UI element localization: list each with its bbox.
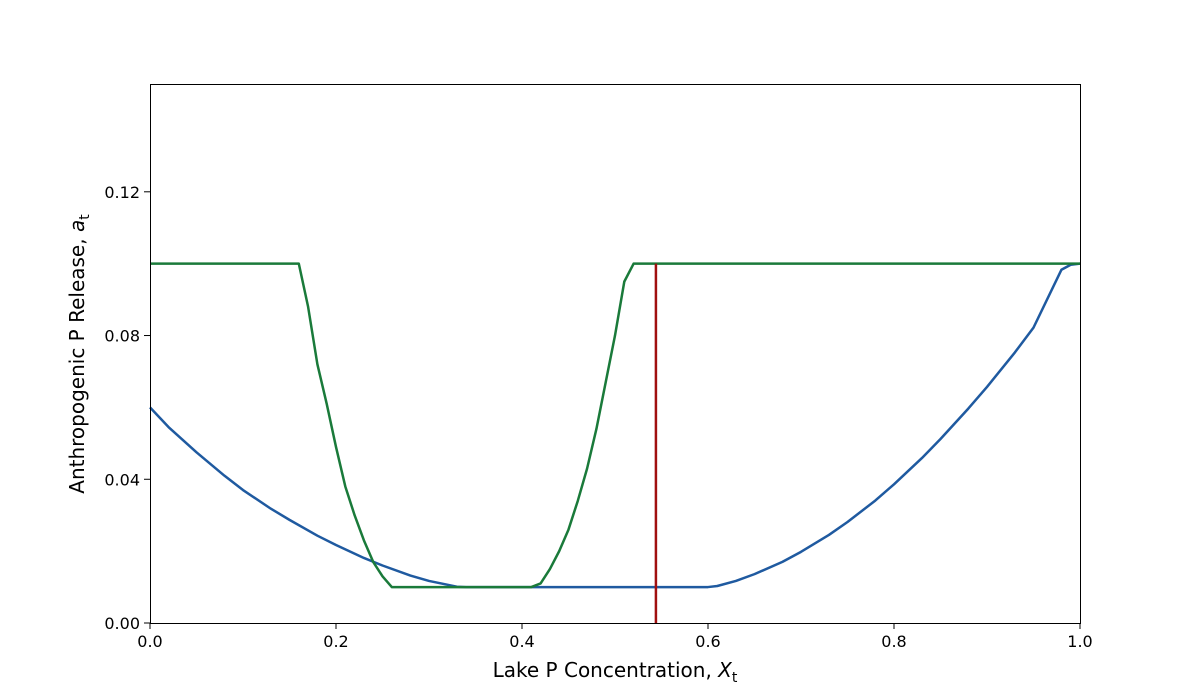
plot-frame (150, 84, 1081, 624)
y-tick-label: 0.04 (104, 470, 140, 489)
x-tick-label: 0.8 (881, 632, 906, 651)
y-tick-label: 0.08 (104, 327, 140, 346)
ticks-layer: 0.0 0.2 0.4 0.6 0.8 1.0 0.00 0.04 0.08 0.12 (104, 183, 1092, 651)
y-tick-label: 0.00 (104, 614, 140, 633)
x-tick-label: 0.2 (323, 632, 348, 651)
lines-layer (149, 262, 1081, 623)
x-tick-label: 0.6 (695, 632, 720, 651)
y-axis-label: Anthropogenic P Release, at (65, 214, 93, 494)
x-tick-label: 0.4 (509, 632, 534, 651)
series-line-1 (149, 262, 1081, 589)
series-line-2 (150, 262, 1080, 589)
x-tick-label: 0.0 (137, 632, 162, 651)
x-tick-label: 1.0 (1067, 632, 1092, 651)
x-axis-label: Lake P Concentration, Xt (493, 658, 738, 686)
y-tick-label: 0.12 (104, 183, 140, 202)
